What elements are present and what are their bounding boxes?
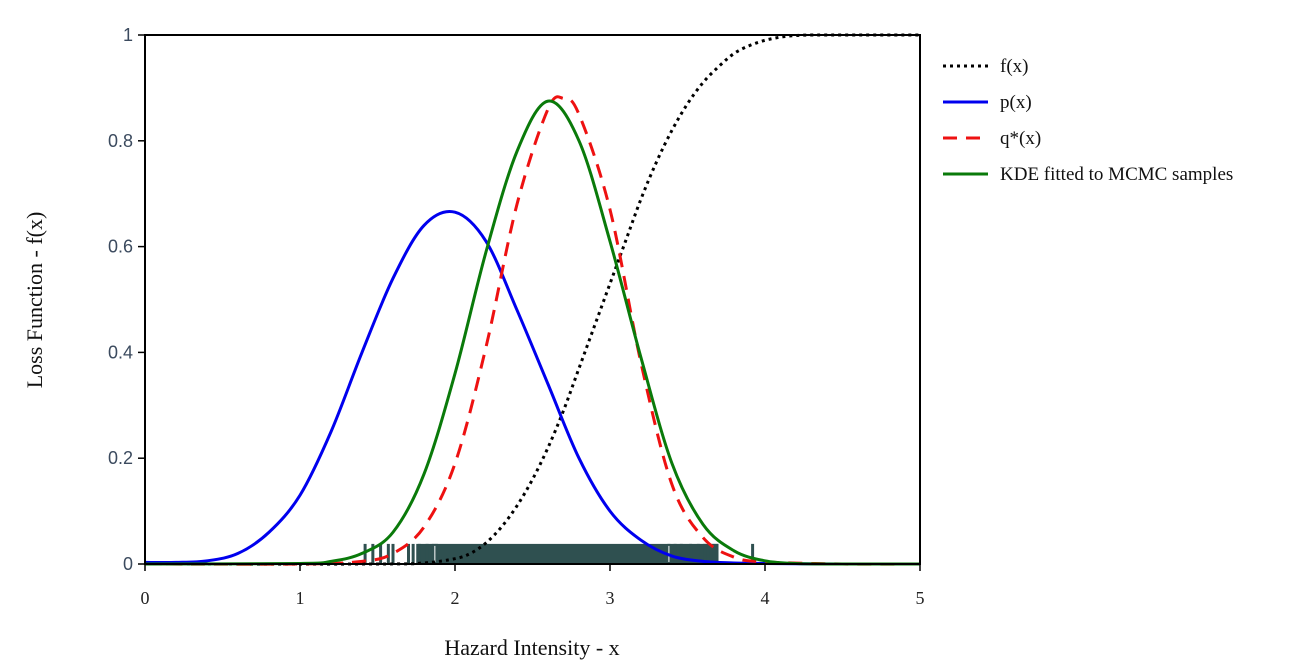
y-tick-label-5: 1	[123, 25, 133, 45]
legend-label-0: f(x)	[1000, 56, 1028, 77]
x-tick-label-5: 5	[916, 588, 925, 608]
series-line-0	[144, 33, 920, 566]
y-tick-label-2: 0.4	[108, 342, 133, 362]
y-axis-label: Loss Function - f(x)	[22, 212, 47, 389]
x-tick-label-3: 3	[606, 588, 615, 608]
rug-band	[416, 543, 719, 564]
series-layer	[144, 33, 921, 566]
y-axis: 0 0.2 0.4 0.6 0.8 1	[108, 25, 145, 574]
x-tick-label-1: 1	[296, 588, 305, 608]
x-axis-label: Hazard Intensity - x	[444, 635, 619, 660]
y-tick-label-1: 0.2	[108, 448, 133, 468]
legend-label-3: KDE fitted to MCMC samples	[1000, 164, 1233, 185]
series-line-1	[144, 210, 921, 566]
y-tick-label-3: 0.6	[108, 237, 133, 257]
y-tick-label-0: 0	[123, 554, 133, 574]
x-axis: 0 1 2 3 4 5	[141, 564, 925, 608]
rug-layer	[363, 543, 755, 564]
x-tick-label-2: 2	[451, 588, 460, 608]
series-line-3	[144, 99, 921, 566]
plot-frame	[144, 34, 921, 565]
y-tick-label-4: 0.8	[108, 131, 133, 151]
x-tick-label-0: 0	[141, 588, 150, 608]
legend: f(x) p(x) q*(x) KDE fitted to MCMC samples	[943, 56, 1233, 185]
series-line-2	[144, 95, 921, 566]
legend-label-1: p(x)	[1000, 92, 1032, 113]
x-tick-label-4: 4	[761, 588, 770, 608]
legend-label-2: q*(x)	[1000, 128, 1041, 149]
